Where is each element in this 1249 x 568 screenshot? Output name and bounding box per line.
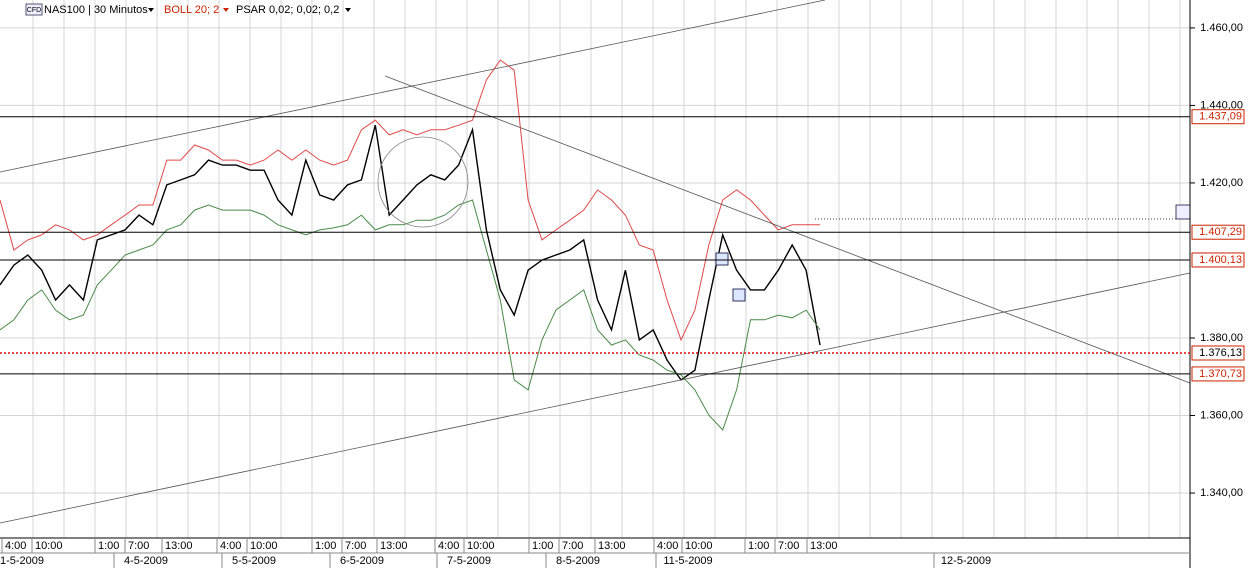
order-icon[interactable] <box>1175 204 1191 220</box>
drawn-circle <box>377 136 469 228</box>
trendline <box>384 75 1191 384</box>
date-label: 1-5-2009 <box>0 555 44 567</box>
date-label: 8-5-2009 <box>556 555 600 567</box>
y-tick-label: 1.440,00 <box>1200 99 1243 111</box>
level-label-box <box>1191 224 1245 240</box>
y-tick-label: 1.420,00 <box>1200 177 1243 189</box>
level-label: 1.370,73 <box>1199 368 1242 380</box>
x-tick-label: 7:00 <box>562 540 583 552</box>
badge <box>25 3 43 16</box>
grid <box>0 0 1190 538</box>
x-tick-label: 13:00 <box>165 540 193 552</box>
x-tick-label: 7:00 <box>345 540 366 552</box>
date-label: 4-5-2009 <box>124 555 168 567</box>
x-tick-label: 10:00 <box>250 540 278 552</box>
level-label: 1.437,09 <box>1199 111 1242 123</box>
x-tick-label: 13:00 <box>380 540 408 552</box>
trendline <box>0 272 1191 524</box>
signal-marker[interactable] <box>732 288 746 302</box>
x-tick-label: 1:00 <box>532 540 553 552</box>
indicator[interactable]: BOLL 20; 2 <box>164 4 219 16</box>
x-tick-label: 1:00 <box>315 540 336 552</box>
trendline <box>0 0 826 173</box>
x-tick-label: 4:00 <box>657 540 678 552</box>
plot-area <box>0 59 821 431</box>
y-tick-label: 1.360,00 <box>1200 409 1243 421</box>
x-tick-label: 4:00 <box>5 540 26 552</box>
signal-marker[interactable] <box>715 252 729 266</box>
level-label-box <box>1191 252 1245 268</box>
date-label: 7-5-2009 <box>447 555 491 567</box>
level-label-box <box>1191 366 1245 382</box>
x-tick-label: 4:00 <box>220 540 241 552</box>
instrument[interactable]: NAS100 | 30 Minutos <box>44 4 148 16</box>
instrument-badge: CFD <box>27 7 41 14</box>
x-tick-label: 10:00 <box>685 540 713 552</box>
band-line <box>0 199 821 431</box>
date-label: 6-5-2009 <box>340 555 384 567</box>
date-label: 11-5-2009 <box>663 555 712 567</box>
dropdown-arrow[interactable] <box>223 8 229 12</box>
level-label-box <box>1191 345 1245 361</box>
x-tick-label: 10:00 <box>35 540 63 552</box>
x-tick-label: 1:00 <box>748 540 769 552</box>
y-tick-label: 1.460,00 <box>1200 22 1243 34</box>
level-label: 1.400,13 <box>1199 254 1242 266</box>
date-label: 12-5-2009 <box>941 555 991 567</box>
x-tick-label: 7:00 <box>128 540 149 552</box>
band-line <box>0 59 820 342</box>
dropdown-arrow[interactable] <box>345 8 351 12</box>
price-line <box>0 125 821 381</box>
y-tick-label: 1.340,00 <box>1200 487 1243 499</box>
level-label: 1.407,29 <box>1199 226 1242 238</box>
x-tick-label: 4:00 <box>438 540 459 552</box>
date-label: 5-5-2009 <box>232 555 276 567</box>
level-label: 1.376,13 <box>1199 347 1242 359</box>
y-tick-label: 1.380,00 <box>1200 332 1243 344</box>
x-tick-label: 7:00 <box>778 540 799 552</box>
x-tick-label: 1:00 <box>98 540 119 552</box>
level-label-box <box>1191 109 1245 125</box>
x-tick-label: 13:00 <box>810 540 838 552</box>
x-tick-label: 10:00 <box>467 540 495 552</box>
dropdown-arrow[interactable] <box>148 8 154 12</box>
indicator[interactable]: PSAR 0,02; 0,02; 0,2 <box>236 4 339 16</box>
x-tick-label: 13:00 <box>598 540 626 552</box>
